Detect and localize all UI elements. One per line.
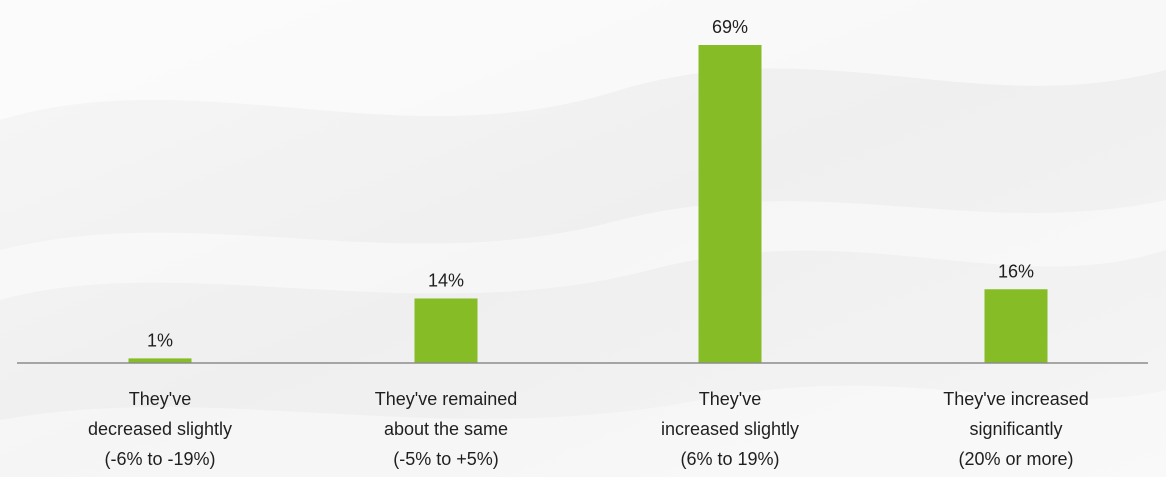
category-label-1: They've decreased slightly (-6% to -19%)	[88, 389, 232, 469]
category-label-3: They've increased slightly (6% to 19%)	[661, 389, 799, 469]
bar-3	[698, 45, 762, 363]
category-label-line: (-5% to +5%)	[393, 449, 499, 469]
category-label-line: about the same	[384, 419, 508, 439]
data-label-1: 1%	[147, 330, 173, 350]
category-label-2: They've remained about the same (-5% to +5…	[375, 389, 518, 469]
background-wave-3	[0, 385, 1166, 477]
category-label-line: (6% to 19%)	[680, 449, 779, 469]
bar-1	[128, 358, 192, 363]
category-label-line: They've	[699, 389, 761, 409]
data-label-4: 16%	[998, 261, 1034, 281]
data-label-2: 14%	[428, 270, 464, 290]
data-label-3: 69%	[712, 17, 748, 37]
category-label-line: increased slightly	[661, 419, 799, 439]
background-wave-2	[0, 200, 1166, 300]
category-label-line: They've remained	[375, 389, 518, 409]
category-label-line: decreased slightly	[88, 419, 232, 439]
bar-4	[984, 289, 1048, 363]
category-label-4: They've increased significantly (20% or mo…	[943, 389, 1089, 469]
bar-2	[414, 298, 478, 363]
category-label-line: They've increased	[943, 389, 1089, 409]
background-wave-1	[0, 0, 1166, 120]
category-label-line: significantly	[969, 419, 1062, 439]
category-label-line: They've	[129, 389, 191, 409]
category-label-line: (20% or more)	[958, 449, 1073, 469]
category-label-line: (-6% to -19%)	[104, 449, 215, 469]
